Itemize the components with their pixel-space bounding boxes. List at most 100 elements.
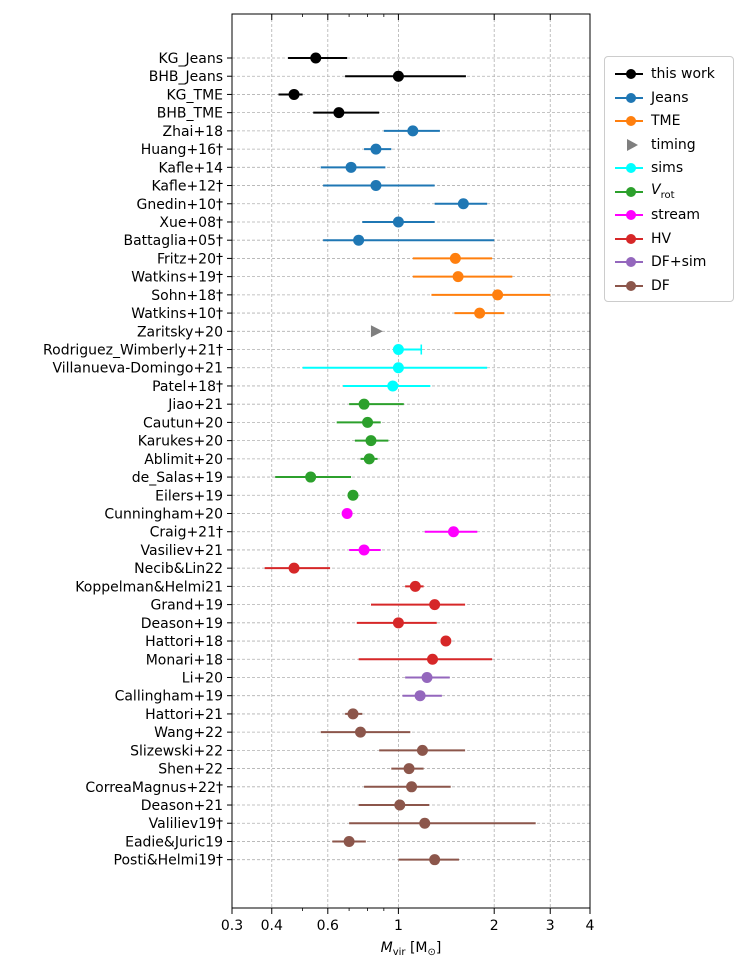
y-tick-label: Kafle+12† xyxy=(152,179,224,195)
data-point xyxy=(288,88,300,100)
legend-marker xyxy=(611,91,651,105)
data-point xyxy=(288,562,300,574)
y-tick-label: Gnedin+10† xyxy=(136,197,223,213)
y-tick-label: Hattori+18 xyxy=(145,634,223,650)
y-tick-label: Eadie&Juric19 xyxy=(125,834,223,850)
y-tick-label: Craig+21† xyxy=(150,525,223,541)
y-tick-label: KG_TME xyxy=(166,87,223,103)
data-point xyxy=(333,107,345,119)
y-tick-label: Wang+22 xyxy=(154,725,223,741)
data-point xyxy=(407,125,419,137)
y-tick-label: Valiliev19† xyxy=(149,816,223,832)
legend-label: DF+sim xyxy=(651,254,706,270)
legend-marker xyxy=(611,185,651,199)
data-point xyxy=(370,325,383,338)
legend-label-text: sims xyxy=(651,160,684,176)
data-point xyxy=(305,471,317,483)
y-tick-label: Deason+21 xyxy=(141,798,223,814)
x-tick-label: 0.3 xyxy=(221,918,243,934)
x-tick-label: 2 xyxy=(490,918,499,934)
y-tick-label: Deason+19 xyxy=(141,616,223,632)
y-tick-label: Li+20 xyxy=(182,670,223,686)
legend-item-sims: sims xyxy=(611,157,683,179)
y-tick-labels: KG_Jeans BHB_Jeans KG_TME BHB_TME Zhai+18 Hua… xyxy=(43,51,223,869)
legend-label-text: TME xyxy=(651,113,681,129)
legend-item-stream: stream xyxy=(611,204,700,226)
legend-label: DF xyxy=(651,278,670,294)
legend-label: timing xyxy=(651,137,696,153)
y-tick-label: Shen+22 xyxy=(158,762,223,778)
data-points xyxy=(288,52,504,866)
legend-label: Jeans xyxy=(651,90,689,106)
data-point xyxy=(310,52,322,64)
x-tick-label: 0.6 xyxy=(317,918,339,934)
y-tick-label: Slizewski+22 xyxy=(130,743,223,759)
y-tick-label: Eilers+19 xyxy=(155,488,223,504)
data-point xyxy=(353,234,365,246)
legend-item-hv: HV xyxy=(611,228,671,250)
legend-label: this work xyxy=(651,66,715,82)
y-tick-label: Huang+16† xyxy=(141,142,223,158)
data-point xyxy=(370,143,382,155)
y-tick-label: BHB_TME xyxy=(157,106,223,122)
y-tick-label: Hattori+21 xyxy=(145,707,223,723)
data-point xyxy=(362,416,374,428)
legend-marker xyxy=(611,279,651,293)
legend: this work Jeans TME timing sims Vrot stream HV D… xyxy=(604,56,734,302)
x-ticks: 0.3 0.4 0.6 1 2 3 4 xyxy=(221,14,595,934)
data-point xyxy=(457,198,469,210)
data-point xyxy=(414,690,426,702)
data-point xyxy=(409,580,421,592)
plot-frame xyxy=(231,13,591,909)
data-point xyxy=(403,763,415,775)
y-tick-label: Callingham+19 xyxy=(115,689,223,705)
data-point xyxy=(392,617,404,629)
legend-marker xyxy=(611,114,651,128)
data-point xyxy=(358,398,370,410)
y-tick-label: Grand+19 xyxy=(151,598,224,614)
data-point xyxy=(440,635,452,647)
legend-item-df: DF xyxy=(611,275,670,297)
data-point xyxy=(347,489,359,501)
y-tick-label: Villanueva-Domingo+21 xyxy=(52,361,223,377)
data-point xyxy=(392,70,404,82)
legend-item-timing: timing xyxy=(611,134,696,156)
data-point xyxy=(448,526,460,538)
legend-item-jeans: Jeans xyxy=(611,87,689,109)
y-tick-label: Cunningham+20 xyxy=(104,507,223,523)
legend-label-text: timing xyxy=(651,136,696,153)
legend-marker xyxy=(611,161,651,175)
data-point xyxy=(392,362,404,374)
data-point xyxy=(387,380,399,392)
legend-label-text: this work xyxy=(651,66,715,82)
y-tick-label: Zhai+18 xyxy=(163,124,223,140)
y-tick-label: BHB_Jeans xyxy=(149,69,223,85)
data-point xyxy=(406,781,418,793)
legend-label: stream xyxy=(651,207,700,223)
y-tick-label: Necib&Lin22 xyxy=(134,561,223,577)
data-point xyxy=(421,671,433,683)
data-point xyxy=(492,289,504,301)
y-tick-label: Watkins+19† xyxy=(131,270,223,286)
y-tick-label: Fritz+20† xyxy=(157,251,223,267)
data-point xyxy=(474,307,486,319)
legend-marker xyxy=(611,67,651,81)
data-point xyxy=(452,271,464,283)
y-tick-label: Cautun+20 xyxy=(143,415,223,431)
legend-label-text: Jeans xyxy=(651,89,689,106)
y-tick-label: Rodriguez_Wimberly+21† xyxy=(43,343,223,359)
data-point xyxy=(427,653,439,665)
legend-label-text: HV xyxy=(651,230,672,247)
x-tick-label: 3 xyxy=(546,918,555,934)
y-tick-label: Ablimit+20 xyxy=(144,452,223,468)
legend-marker xyxy=(611,208,651,222)
data-point xyxy=(419,817,431,829)
y-tick-label: CorreaMagnus+22† xyxy=(85,780,223,796)
legend-label-text: DF+sim xyxy=(651,254,707,270)
legend-marker xyxy=(611,255,651,269)
x-tick-label: 1 xyxy=(394,918,403,934)
data-point xyxy=(341,508,353,519)
y-tick-label: Zaritsky+20 xyxy=(137,324,223,340)
y-tick-label: Watkins+10† xyxy=(131,306,223,322)
